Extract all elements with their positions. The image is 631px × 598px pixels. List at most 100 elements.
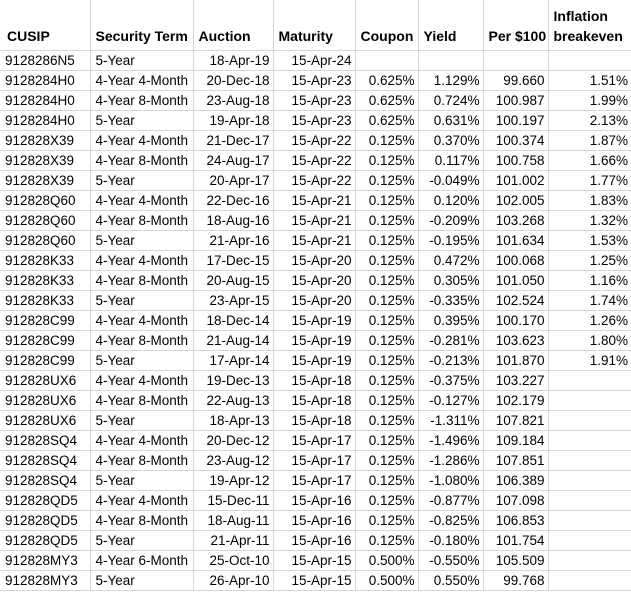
- cell-coupon[interactable]: 0.125%: [355, 450, 419, 471]
- cell-maturity[interactable]: 15-Apr-16: [273, 490, 356, 511]
- cell-yield[interactable]: -0.335%: [418, 290, 484, 311]
- cell-breakeven[interactable]: 2.13%: [548, 110, 631, 131]
- cell-auction[interactable]: 23-Apr-15: [193, 290, 274, 311]
- cell-cusip[interactable]: 912828Q60: [0, 190, 91, 211]
- cell-per100[interactable]: 101.634: [483, 230, 549, 251]
- cell-auction[interactable]: 17-Dec-15: [193, 250, 274, 271]
- cell-per100[interactable]: 106.853: [483, 510, 549, 531]
- cell-coupon[interactable]: 0.625%: [355, 70, 419, 91]
- cell-term[interactable]: 4-Year 8-Month: [90, 270, 194, 291]
- cell-coupon[interactable]: 0.125%: [355, 290, 419, 311]
- column-header-term[interactable]: Security Term: [90, 0, 194, 51]
- cell-auction[interactable]: 19-Dec-13: [193, 370, 274, 391]
- cell-yield[interactable]: 0.305%: [418, 270, 484, 291]
- cell-yield[interactable]: 0.472%: [418, 250, 484, 271]
- cell-per100[interactable]: 102.179: [483, 390, 549, 411]
- cell-breakeven[interactable]: 1.66%: [548, 150, 631, 171]
- cell-maturity[interactable]: 15-Apr-17: [273, 430, 356, 451]
- cell-maturity[interactable]: 15-Apr-22: [273, 170, 356, 191]
- cell-auction[interactable]: 21-Dec-17: [193, 130, 274, 151]
- column-header-per100[interactable]: Per $100: [483, 0, 549, 51]
- cell-cusip[interactable]: 912828C99: [0, 350, 91, 371]
- cell-yield[interactable]: -0.127%: [418, 390, 484, 411]
- cell-yield[interactable]: -1.080%: [418, 470, 484, 491]
- cell-yield[interactable]: 0.550%: [418, 570, 484, 591]
- cell-breakeven[interactable]: [548, 570, 631, 591]
- cell-maturity[interactable]: 15-Apr-15: [273, 570, 356, 591]
- cell-yield[interactable]: -0.550%: [418, 550, 484, 571]
- cell-auction[interactable]: 23-Aug-18: [193, 90, 274, 111]
- cell-coupon[interactable]: 0.125%: [355, 510, 419, 531]
- cell-maturity[interactable]: 15-Apr-20: [273, 290, 356, 311]
- cell-term[interactable]: 4-Year 8-Month: [90, 210, 194, 231]
- cell-coupon[interactable]: 0.125%: [355, 530, 419, 551]
- column-header-maturity[interactable]: Maturity: [273, 0, 356, 51]
- cell-breakeven[interactable]: [548, 450, 631, 471]
- cell-coupon[interactable]: 0.125%: [355, 270, 419, 291]
- cell-cusip[interactable]: 912828QD5: [0, 510, 91, 531]
- cell-maturity[interactable]: 15-Apr-20: [273, 250, 356, 271]
- cell-cusip[interactable]: 912828Q60: [0, 230, 91, 251]
- cell-yield[interactable]: [418, 50, 484, 71]
- cell-yield[interactable]: -1.311%: [418, 410, 484, 431]
- cell-yield[interactable]: 0.631%: [418, 110, 484, 131]
- cell-cusip[interactable]: 912828SQ4: [0, 450, 91, 471]
- cell-breakeven[interactable]: 1.16%: [548, 270, 631, 291]
- cell-coupon[interactable]: 0.125%: [355, 370, 419, 391]
- cell-maturity[interactable]: 15-Apr-16: [273, 530, 356, 551]
- cell-breakeven[interactable]: 1.32%: [548, 210, 631, 231]
- cell-yield[interactable]: 0.395%: [418, 310, 484, 331]
- cell-coupon[interactable]: 0.125%: [355, 470, 419, 491]
- cell-term[interactable]: 5-Year: [90, 410, 194, 431]
- cell-breakeven[interactable]: [548, 490, 631, 511]
- cell-term[interactable]: 4-Year 8-Month: [90, 510, 194, 531]
- cell-term[interactable]: 4-Year 6-Month: [90, 550, 194, 571]
- cell-maturity[interactable]: 15-Apr-18: [273, 390, 356, 411]
- cell-coupon[interactable]: 0.125%: [355, 230, 419, 251]
- cell-yield[interactable]: -1.286%: [418, 450, 484, 471]
- cell-coupon[interactable]: 0.125%: [355, 170, 419, 191]
- cell-term[interactable]: 5-Year: [90, 230, 194, 251]
- cell-per100[interactable]: 100.170: [483, 310, 549, 331]
- cell-auction[interactable]: 19-Apr-18: [193, 110, 274, 131]
- cell-per100[interactable]: 100.758: [483, 150, 549, 171]
- cell-cusip[interactable]: 912828K33: [0, 250, 91, 271]
- cell-maturity[interactable]: 15-Apr-21: [273, 230, 356, 251]
- cell-coupon[interactable]: 0.125%: [355, 490, 419, 511]
- cell-yield[interactable]: 0.370%: [418, 130, 484, 151]
- cell-term[interactable]: 4-Year 4-Month: [90, 250, 194, 271]
- cell-auction[interactable]: 19-Apr-12: [193, 470, 274, 491]
- cell-term[interactable]: 4-Year 4-Month: [90, 190, 194, 211]
- cell-per100[interactable]: 99.768: [483, 570, 549, 591]
- cell-breakeven[interactable]: [548, 430, 631, 451]
- cell-per100[interactable]: 100.197: [483, 110, 549, 131]
- cell-breakeven[interactable]: 1.80%: [548, 330, 631, 351]
- column-header-coupon[interactable]: Coupon: [355, 0, 419, 51]
- cell-yield[interactable]: -0.213%: [418, 350, 484, 371]
- cell-per100[interactable]: 101.002: [483, 170, 549, 191]
- cell-term[interactable]: 4-Year 8-Month: [90, 150, 194, 171]
- cell-auction[interactable]: 26-Apr-10: [193, 570, 274, 591]
- cell-term[interactable]: 4-Year 8-Month: [90, 390, 194, 411]
- cell-per100[interactable]: 100.987: [483, 90, 549, 111]
- cell-breakeven[interactable]: [548, 50, 631, 71]
- cell-coupon[interactable]: 0.125%: [355, 130, 419, 151]
- cell-auction[interactable]: 20-Apr-17: [193, 170, 274, 191]
- cell-maturity[interactable]: 15-Apr-19: [273, 350, 356, 371]
- cell-cusip[interactable]: 912828UX6: [0, 390, 91, 411]
- cell-coupon[interactable]: 0.125%: [355, 250, 419, 271]
- cell-maturity[interactable]: 15-Apr-15: [273, 550, 356, 571]
- cell-yield[interactable]: -0.195%: [418, 230, 484, 251]
- cell-per100[interactable]: 102.005: [483, 190, 549, 211]
- cell-yield[interactable]: -0.180%: [418, 530, 484, 551]
- cell-cusip[interactable]: 912828Q60: [0, 210, 91, 231]
- cell-term[interactable]: 5-Year: [90, 570, 194, 591]
- cell-breakeven[interactable]: 1.74%: [548, 290, 631, 311]
- cell-term[interactable]: 4-Year 4-Month: [90, 70, 194, 91]
- cell-coupon[interactable]: [355, 50, 419, 71]
- cell-breakeven[interactable]: [548, 410, 631, 431]
- cell-auction[interactable]: 25-Oct-10: [193, 550, 274, 571]
- cell-per100[interactable]: 99.660: [483, 70, 549, 91]
- cell-cusip[interactable]: 912828MY3: [0, 570, 91, 591]
- cell-auction[interactable]: 18-Dec-14: [193, 310, 274, 331]
